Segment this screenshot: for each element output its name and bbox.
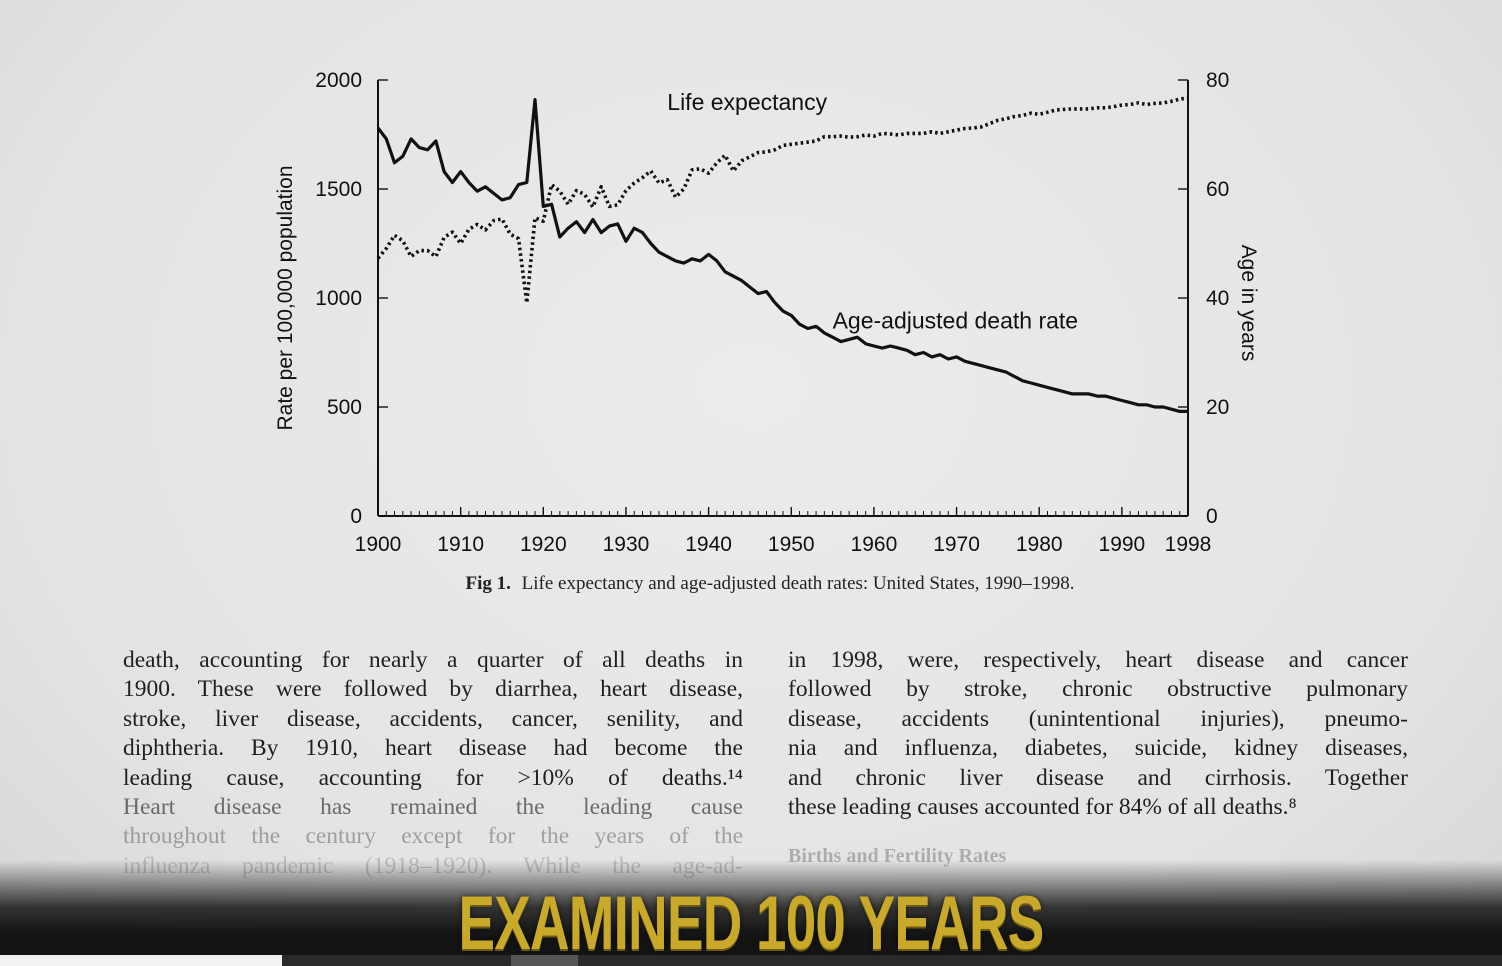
figure-caption: Fig 1. Life expectancy and age-adjusted … xyxy=(300,573,1240,595)
video-bottom-gradient xyxy=(0,860,1502,966)
body-line: Heart disease has remained the leading c… xyxy=(123,794,743,821)
body-line: death, accounting for nearly a quarter o… xyxy=(123,647,743,673)
body-column-left: death, accounting for nearly a quarter o… xyxy=(123,646,743,881)
y-right-tick-label: 40 xyxy=(1206,287,1229,310)
x-tick-label: 1998 xyxy=(1165,533,1212,556)
body-line: in 1998, were, respectively, heart disea… xyxy=(788,647,1408,673)
x-tick-label: 1990 xyxy=(1099,533,1146,556)
chart: 0 500 1000 1500 2000 0 20 40 60 80 1900 1910 1920 193… xyxy=(274,69,1260,556)
death-rate-line xyxy=(376,97,1188,413)
body-line: followed by stroke, chronic obstructive … xyxy=(788,676,1408,703)
figure-caption-text: Life expectancy and age-adjusted death r… xyxy=(521,573,1075,594)
body-line: disease, accidents (unintentional injuri… xyxy=(788,705,1408,732)
y-left-tick-label: 1000 xyxy=(315,287,362,310)
x-tick-label: 1960 xyxy=(851,533,898,556)
y-left-tick-label: 500 xyxy=(327,396,362,419)
y-right-tick-label: 0 xyxy=(1206,505,1218,528)
body-column-right: in 1998, were, respectively, heart disea… xyxy=(788,646,1408,822)
body-line: leading cause, accounting for >10% of de… xyxy=(123,764,743,791)
body-line: nia and influenza, diabetes, suicide, ki… xyxy=(788,735,1408,762)
body-line: and chronic liver disease and cirrhosis.… xyxy=(788,764,1408,791)
x-tick-label: 1950 xyxy=(768,533,815,556)
chart-labels: Rate per 100,000 population Age in years L… xyxy=(274,89,1260,431)
chart-axes xyxy=(377,80,1189,517)
video-progress-bar[interactable] xyxy=(0,955,1502,966)
life-expectancy-line xyxy=(376,96,1189,305)
y-left-tick-label: 0 xyxy=(350,505,362,528)
body-line: diphtheria. By 1910, heart disease had b… xyxy=(123,735,743,762)
y-right-tick-label: 20 xyxy=(1206,396,1229,419)
series-annotation: Life expectancy xyxy=(667,89,827,115)
video-progress-fill xyxy=(0,955,283,966)
x-tick-label: 1980 xyxy=(1016,533,1063,556)
y-left-tick-label: 1500 xyxy=(315,178,362,201)
body-line: 1900. These were followed by diarrhea, h… xyxy=(123,676,743,703)
x-tick-label: 1940 xyxy=(685,533,732,556)
body-line: throughout the century except for the ye… xyxy=(123,823,743,850)
y-right-axis-title: Age in years xyxy=(1237,245,1260,362)
x-tick-label: 1970 xyxy=(933,533,980,556)
figure-caption-label: Fig 1. xyxy=(465,573,511,594)
y-right-tick-label: 60 xyxy=(1206,178,1229,201)
y-left-tick-label: 2000 xyxy=(315,69,362,92)
x-tick-label: 1910 xyxy=(437,533,484,556)
y-left-axis-title: Rate per 100,000 population xyxy=(274,165,297,430)
video-buffered-segment xyxy=(510,955,579,966)
y-right-tick-label: 80 xyxy=(1206,69,1229,92)
x-tick-label: 1930 xyxy=(603,533,650,556)
x-tick-label: 1920 xyxy=(520,533,567,556)
series-annotation: Age-adjusted death rate xyxy=(833,308,1079,334)
body-line: stroke, liver disease, accidents, cancer… xyxy=(123,705,743,732)
body-line: these leading causes accounted for 84% o… xyxy=(788,794,1297,821)
x-tick-label: 1900 xyxy=(355,533,402,556)
chart-ticks: 0 500 1000 1500 2000 0 20 40 60 80 1900 1910 1920 193… xyxy=(315,69,1229,556)
video-caption-title: EXAMINED 100 YEARS xyxy=(458,881,1044,966)
chart-series xyxy=(376,96,1189,413)
